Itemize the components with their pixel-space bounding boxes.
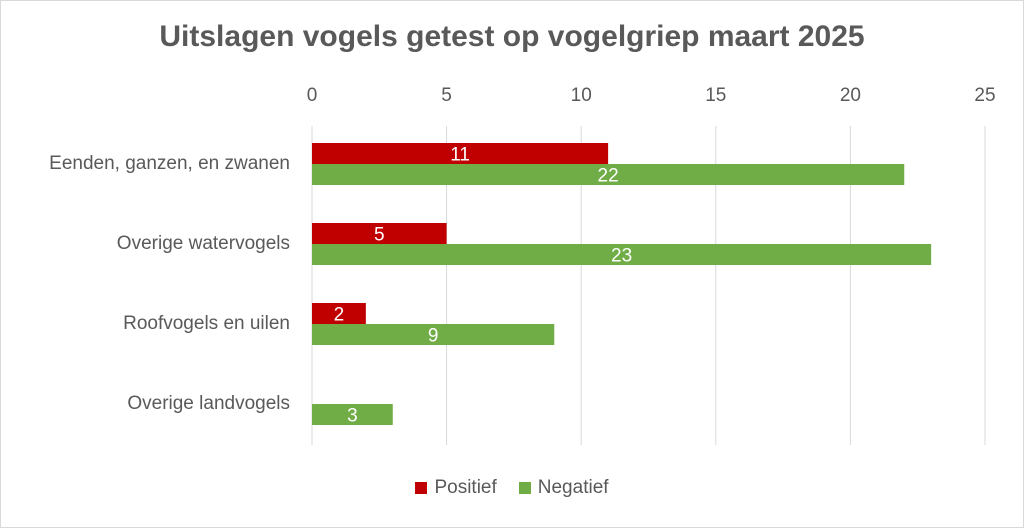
data-label: 11 [450, 145, 470, 166]
legend-swatch-positief [415, 482, 428, 494]
category-label: Roofvogels en uilen [123, 313, 290, 334]
x-tick-label: 0 [307, 85, 318, 106]
data-label: 2 [334, 305, 345, 326]
category-label: Eenden, ganzen, en zwanen [49, 153, 290, 174]
data-label: 3 [347, 406, 358, 427]
category-label: Overige landvogels [127, 393, 290, 414]
x-tick-label: 15 [705, 85, 726, 106]
bar-negatief [312, 404, 393, 425]
legend-item-negatief: Negatief [518, 477, 609, 499]
bar-positief [312, 303, 366, 324]
bar-negatief [312, 324, 555, 345]
data-label: 9 [428, 326, 439, 347]
bar-positief [312, 223, 447, 244]
legend-label-negatief: Negatief [537, 477, 609, 498]
legend-label-positief: Positief [434, 477, 497, 498]
chart-title: Uitslagen vogels getest op vogelgriep ma… [159, 20, 865, 53]
data-label: 22 [598, 166, 619, 187]
legend: Positief Negatief [0, 477, 1024, 499]
x-tick-label: 10 [571, 85, 592, 106]
bar-positief [312, 143, 609, 164]
category-label: Overige watervogels [117, 233, 290, 254]
bar-negatief [312, 244, 932, 265]
x-tick-label: 25 [974, 85, 995, 106]
bar-negatief [312, 164, 905, 185]
x-tick-label: 20 [840, 85, 861, 106]
legend-swatch-negatief [518, 482, 531, 494]
legend-item-positief: Positief [415, 477, 497, 499]
x-tick-label: 5 [441, 85, 452, 106]
data-label: 23 [611, 246, 632, 267]
data-label: 5 [374, 225, 385, 246]
